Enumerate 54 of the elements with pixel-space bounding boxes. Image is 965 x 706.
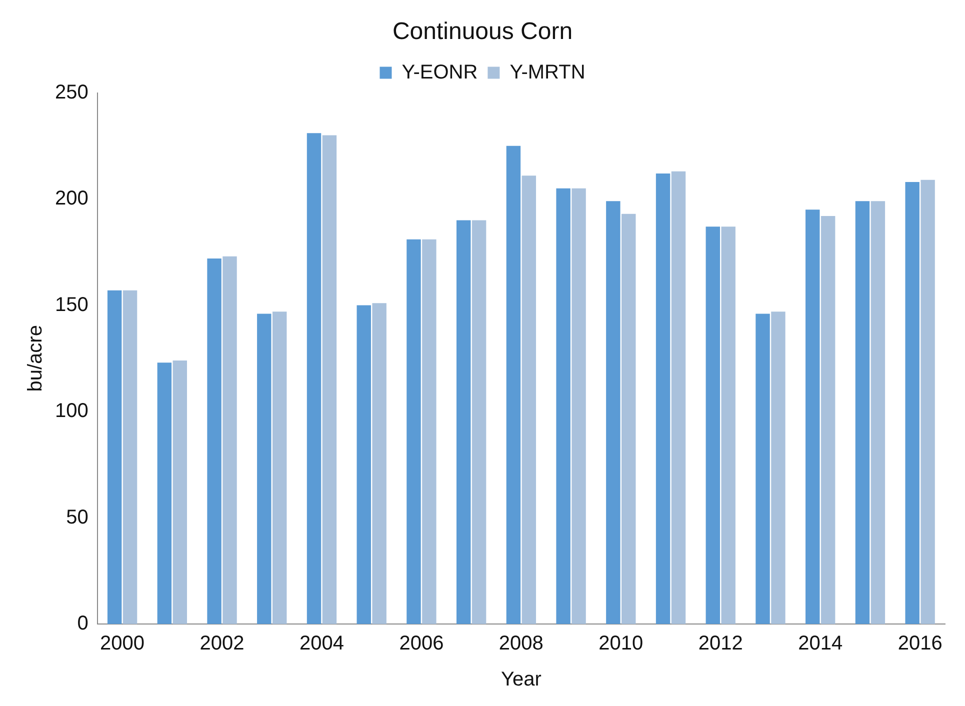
bar bbox=[806, 210, 820, 624]
legend-label: Y-MRTN bbox=[510, 61, 586, 84]
bar bbox=[422, 239, 436, 624]
y-axis-title: bu/acre bbox=[24, 325, 47, 392]
x-axis-title: Year bbox=[500, 668, 542, 691]
x-tick-label: 2016 bbox=[898, 632, 942, 655]
x-tick-label: 2006 bbox=[399, 632, 444, 655]
x-tick-label: 2014 bbox=[798, 632, 843, 655]
bar bbox=[356, 305, 371, 624]
bar bbox=[706, 226, 720, 624]
bar bbox=[756, 314, 770, 624]
bar bbox=[372, 303, 386, 624]
y-tick-label: 200 bbox=[54, 188, 88, 210]
bar bbox=[207, 258, 222, 624]
y-tick-label: 100 bbox=[54, 400, 88, 422]
bar bbox=[272, 312, 287, 624]
bar bbox=[322, 135, 337, 624]
bar bbox=[606, 201, 620, 624]
bar bbox=[556, 188, 570, 624]
y-tick-label: 150 bbox=[54, 294, 88, 316]
bar bbox=[107, 290, 122, 624]
bar bbox=[456, 220, 471, 624]
x-tick-label: 2008 bbox=[498, 632, 544, 655]
y-tick-label: 0 bbox=[77, 612, 88, 635]
bar bbox=[671, 171, 686, 624]
bar bbox=[157, 362, 172, 624]
x-tick-label: 2004 bbox=[299, 632, 344, 655]
bar bbox=[656, 174, 670, 624]
bar bbox=[122, 290, 138, 624]
bar bbox=[870, 201, 886, 624]
bar bbox=[257, 314, 272, 624]
bar bbox=[522, 176, 536, 624]
x-tick-label: 2000 bbox=[100, 632, 145, 655]
bar bbox=[172, 360, 187, 624]
bar bbox=[406, 239, 421, 624]
bar bbox=[855, 201, 870, 624]
x-tick-label: 2010 bbox=[598, 632, 644, 655]
bar bbox=[721, 226, 736, 624]
x-tick-label: 2012 bbox=[698, 632, 743, 655]
bar bbox=[905, 182, 920, 624]
y-tick-label: 50 bbox=[66, 506, 88, 528]
bar bbox=[472, 220, 486, 624]
x-tick-label: 2002 bbox=[200, 632, 244, 655]
chart-title: Continuous Corn bbox=[392, 18, 573, 46]
bar bbox=[506, 146, 521, 624]
bar bbox=[572, 188, 586, 624]
bar bbox=[622, 214, 636, 624]
bar bbox=[920, 180, 935, 624]
legend-label: Y-EONR bbox=[402, 61, 478, 84]
bar bbox=[306, 133, 322, 624]
bar bbox=[771, 312, 786, 624]
bar bbox=[820, 216, 836, 624]
bar bbox=[222, 256, 237, 624]
y-tick-label: 250 bbox=[54, 81, 88, 104]
